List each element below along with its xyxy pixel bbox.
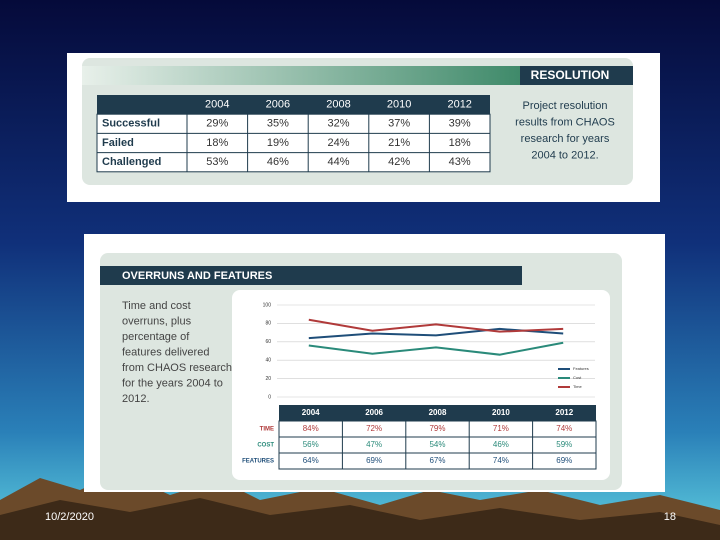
page-number: 18: [664, 511, 676, 523]
resolution-table: 2004 2006 2008 2010 2012 Successful 29% 35% 32% 3…: [96, 95, 615, 173]
cell: 21%: [388, 137, 410, 149]
cell: 18%: [206, 137, 228, 149]
row-label: TIME: [260, 427, 274, 433]
cell: 46%: [493, 440, 509, 449]
cell: 32%: [327, 118, 349, 130]
cell: 54%: [429, 440, 445, 449]
column-header: 2010: [387, 99, 411, 111]
title: RESOLUTION: [531, 68, 610, 82]
caption-line: 2004 to 2012.: [531, 149, 598, 161]
cell: 84%: [303, 424, 319, 433]
title: OVERRUNS AND FEATURES: [122, 270, 272, 282]
cell: 69%: [366, 456, 382, 465]
cell: 56%: [303, 440, 319, 449]
column-header: 2006: [365, 408, 383, 417]
legend-label: Cost: [573, 375, 582, 380]
cell: 24%: [327, 137, 349, 149]
row-label: Challenged: [102, 156, 161, 168]
cell: 43%: [449, 156, 471, 168]
y-tick-label: 80: [265, 321, 271, 327]
legend-label: Time: [573, 384, 583, 389]
header-title-bg: [520, 66, 633, 85]
legend-label: Features: [573, 366, 589, 371]
cell: 79%: [429, 424, 445, 433]
cell: 67%: [429, 456, 445, 465]
mountains-front: [0, 498, 720, 540]
header-bar: [82, 66, 520, 85]
cell: 74%: [493, 456, 509, 465]
column-header: 2008: [429, 408, 447, 417]
cell: 64%: [303, 456, 319, 465]
caption-line: from CHAOS research: [122, 362, 232, 374]
cell: 18%: [449, 137, 471, 149]
table-body-bg: [96, 113, 491, 173]
column-header: 2004: [302, 408, 320, 417]
y-tick-label: 60: [265, 339, 271, 345]
row-label: Failed: [102, 137, 134, 149]
cell: 53%: [206, 156, 228, 168]
date: 10/2/2020: [45, 511, 94, 523]
table-header-bg: [279, 405, 596, 421]
cell: 29%: [206, 118, 228, 130]
column-header: 2012: [447, 99, 471, 111]
column-header: 2006: [266, 99, 290, 111]
cell: 72%: [366, 424, 382, 433]
table-body-bg: [278, 420, 597, 470]
cell: 44%: [327, 156, 349, 168]
cell: 69%: [556, 456, 572, 465]
caption-line: Time and cost: [122, 300, 191, 312]
caption-line: features delivered: [122, 346, 209, 358]
cell: 74%: [556, 424, 572, 433]
cell: 19%: [267, 137, 289, 149]
caption-line: overruns, plus: [122, 315, 192, 327]
caption-line: 2012.: [122, 393, 150, 405]
cell: 59%: [556, 440, 572, 449]
caption-line: Project resolution: [523, 100, 608, 112]
y-tick-label: 100: [263, 302, 272, 308]
cell: 35%: [267, 118, 289, 130]
row-label: FEATURES: [242, 459, 274, 465]
cell: 42%: [388, 156, 410, 168]
cell: 39%: [449, 118, 471, 130]
cell: 47%: [366, 440, 382, 449]
column-header: 2010: [492, 408, 510, 417]
column-header: 2008: [326, 99, 350, 111]
header-bar: [100, 266, 522, 285]
y-tick-label: 40: [265, 358, 271, 364]
y-tick-label: 0: [268, 394, 271, 400]
row-label: Successful: [102, 118, 160, 130]
caption-line: for the years 2004 to: [122, 377, 223, 389]
y-tick-label: 20: [265, 376, 271, 382]
row-label: COST: [257, 443, 274, 449]
line-series: [308, 318, 564, 333]
caption-line: results from CHAOS: [515, 116, 615, 128]
caption-line: percentage of: [122, 331, 190, 343]
caption-line: research for years: [521, 133, 610, 145]
cell: 37%: [388, 118, 410, 130]
column-header: 2012: [555, 408, 573, 417]
column-header: 2004: [205, 99, 229, 111]
table-header-bg: [97, 95, 490, 115]
cell: 46%: [267, 156, 289, 168]
line-series: [308, 341, 564, 356]
cell: 71%: [493, 424, 509, 433]
overruns-content: Time and cost overruns, plus percentage of…: [122, 300, 597, 470]
